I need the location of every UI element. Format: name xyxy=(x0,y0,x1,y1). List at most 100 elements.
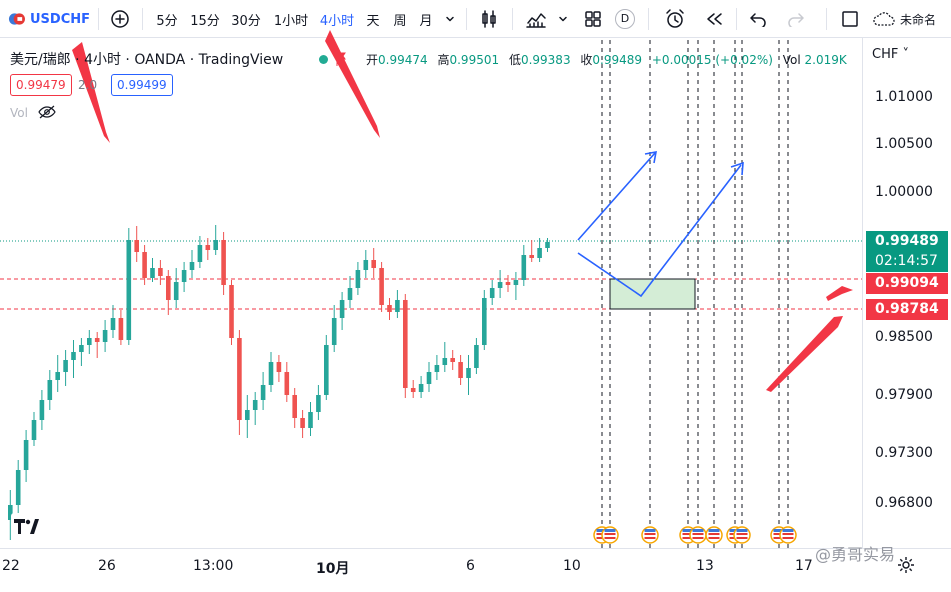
high-value: 0.99501 xyxy=(449,53,500,67)
candle-body xyxy=(71,352,76,360)
indicators-button[interactable] xyxy=(520,0,552,38)
candle-body xyxy=(102,330,108,342)
replay-icon xyxy=(707,13,722,25)
alert-button[interactable] xyxy=(660,0,690,38)
volume-indicator-label[interactable]: Vol xyxy=(10,106,28,120)
fullscreen-button[interactable] xyxy=(836,0,864,38)
interval-1h[interactable]: 1小时 xyxy=(273,13,309,29)
flag-canton xyxy=(596,529,608,532)
flag-icon xyxy=(336,52,346,66)
candle-body xyxy=(197,245,203,262)
candle-body xyxy=(158,268,163,276)
price-axis[interactable] xyxy=(862,38,951,548)
blue-arrow-path-2[interactable] xyxy=(577,161,744,298)
undo-icon xyxy=(750,13,766,27)
economic-event-flags xyxy=(593,526,797,544)
change-value: +0.00015 (+0.02%) xyxy=(651,53,773,67)
indicators-dropdown[interactable] xyxy=(554,0,572,38)
open-label: 开 xyxy=(366,53,379,67)
candle-body xyxy=(87,338,92,345)
sell-button[interactable]: 0.99479 xyxy=(10,74,72,96)
candle-body xyxy=(521,255,527,280)
x-tick: 22 xyxy=(2,558,20,574)
y-tick: 0.98500 xyxy=(875,329,933,345)
chart-type-button[interactable] xyxy=(474,0,504,38)
interval-5m[interactable]: 5分 xyxy=(156,13,178,29)
interval-1m[interactable]: 月 xyxy=(419,13,433,29)
candle-body xyxy=(268,362,274,385)
candle-body xyxy=(63,360,68,372)
candle-body xyxy=(142,252,147,278)
toolbar-divider xyxy=(648,8,649,30)
flag-stripe xyxy=(736,537,748,539)
interval-dropdown[interactable] xyxy=(440,0,460,38)
candlestick-series xyxy=(8,225,550,540)
flag-stripe xyxy=(773,533,785,535)
interval-30m[interactable]: 30分 xyxy=(231,13,261,29)
undo-button[interactable] xyxy=(744,0,772,38)
interval-1w[interactable]: 周 xyxy=(393,13,407,29)
cloud-icon xyxy=(873,12,895,26)
candle-body xyxy=(482,298,487,345)
candles-icon xyxy=(482,10,496,28)
us-flag-event-icon xyxy=(705,526,723,544)
x-tick: 26 xyxy=(98,558,116,574)
candle-body xyxy=(284,372,290,395)
current-price-label: 0.99489 xyxy=(866,231,948,252)
high-label: 高 xyxy=(437,53,450,67)
x-tick: 17 xyxy=(795,558,813,574)
flag-canton xyxy=(692,529,704,532)
interval-15m[interactable]: 15分 xyxy=(190,13,220,29)
flag-canton xyxy=(782,529,794,532)
eye-off-icon[interactable] xyxy=(38,105,56,119)
candle-body xyxy=(426,372,432,384)
legend-title[interactable]: 美元/瑞郎 · 4小时 · OANDA · TradingView xyxy=(10,52,284,68)
dividends-button[interactable]: D xyxy=(612,0,638,38)
toolbar-divider xyxy=(98,8,99,30)
flag-stripe xyxy=(692,533,704,535)
chevron-down-icon xyxy=(446,16,454,22)
us-flag-event-icon xyxy=(733,526,751,544)
interval-4h[interactable]: 4小时 xyxy=(319,13,355,29)
layout-button[interactable] xyxy=(580,0,606,38)
candle-body xyxy=(292,395,297,418)
candle-body xyxy=(450,358,455,362)
currency-selector[interactable]: CHF ˅ xyxy=(872,47,909,62)
x-tick: 10月 xyxy=(316,561,350,577)
flag-stripe xyxy=(604,533,616,535)
flag-stripe xyxy=(773,537,785,539)
red-arrow-level-1 xyxy=(826,286,853,301)
low-label: 低 xyxy=(508,53,521,67)
candle-body xyxy=(466,368,471,378)
buy-button[interactable]: 0.99499 xyxy=(111,74,173,96)
toolbar-divider xyxy=(466,8,467,30)
x-tick: 13:00 xyxy=(193,558,234,574)
redo-button[interactable] xyxy=(782,0,810,38)
flag-canton xyxy=(736,529,748,532)
replay-button[interactable] xyxy=(700,0,728,38)
compare-button[interactable] xyxy=(106,0,134,38)
blue-arrow-up-1[interactable] xyxy=(577,151,657,241)
candle-body xyxy=(31,420,37,440)
save-layout-button[interactable]: 未命名 xyxy=(872,0,950,38)
interval-1d[interactable]: 天 xyxy=(366,13,380,29)
candle-body xyxy=(474,345,479,368)
candle-body xyxy=(8,505,13,520)
candle-body xyxy=(150,268,155,278)
gear-icon[interactable] xyxy=(897,556,915,574)
open-value: 0.99474 xyxy=(378,53,428,67)
us-flag-event-icon xyxy=(601,526,619,544)
candle-body xyxy=(23,440,29,470)
candle-body xyxy=(403,300,408,388)
x-tick: 10 xyxy=(563,558,581,574)
candle-body xyxy=(545,242,550,248)
candle-body xyxy=(205,245,211,250)
x-tick: 6 xyxy=(466,558,475,574)
candle-body xyxy=(347,288,353,300)
flag-stripe xyxy=(708,533,720,535)
time-axis[interactable] xyxy=(0,548,951,592)
currency-label: CHF xyxy=(872,47,899,62)
symbol-search-button[interactable]: USDCHF xyxy=(8,0,90,38)
